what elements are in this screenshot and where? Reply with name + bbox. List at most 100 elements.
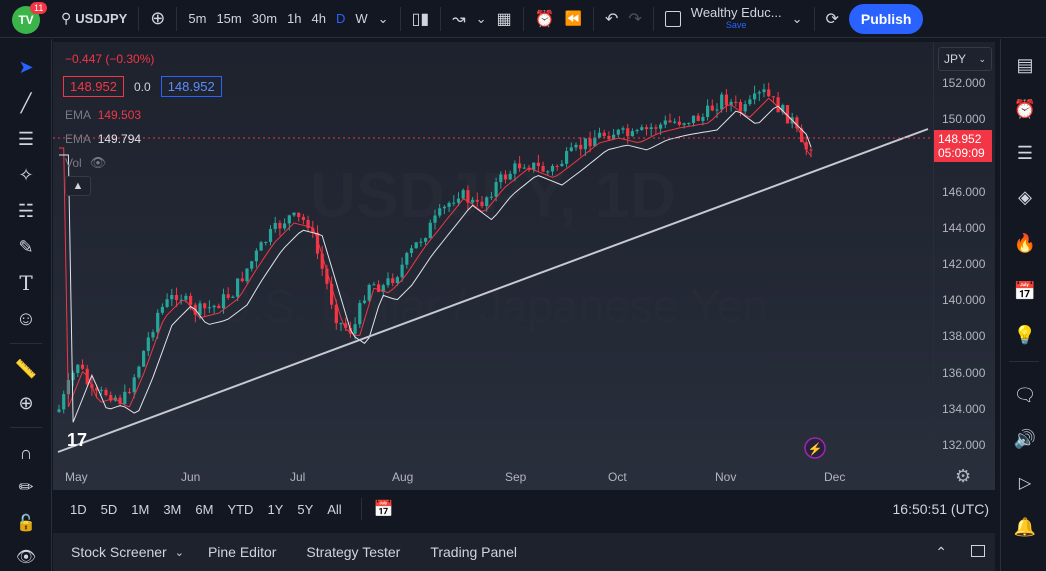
interval-dropdown[interactable]: ⌄ bbox=[373, 0, 394, 38]
utc-clock[interactable]: 16:50:51 (UTC) bbox=[892, 501, 989, 517]
notifications-button[interactable]: 🔔 bbox=[1011, 513, 1039, 541]
candle-body bbox=[503, 174, 508, 180]
candle-body bbox=[668, 120, 672, 123]
candle-body bbox=[395, 277, 399, 284]
candle-body bbox=[353, 324, 357, 334]
layout-button[interactable] bbox=[660, 0, 686, 38]
cursor-tool[interactable]: ➤ bbox=[12, 53, 40, 81]
pattern-tool[interactable]: ✧ bbox=[12, 161, 40, 189]
chart-type-button[interactable]: ▯▮ bbox=[407, 0, 435, 38]
bid-box[interactable]: 148.952 bbox=[63, 76, 124, 97]
data-window-button[interactable]: ☰ bbox=[1011, 139, 1039, 167]
maximize-panel-button[interactable] bbox=[971, 544, 985, 560]
interval-15m[interactable]: 15m bbox=[216, 11, 242, 26]
interval-w[interactable]: W bbox=[355, 11, 368, 26]
ideas-button[interactable]: 💡 bbox=[1011, 321, 1039, 349]
undo-button[interactable]: ↶ bbox=[600, 0, 623, 38]
candle-body bbox=[212, 305, 216, 308]
candle-body bbox=[62, 394, 66, 410]
time-label-dec: Dec bbox=[824, 470, 846, 484]
price-label: 132.000 bbox=[942, 438, 986, 452]
lock-drawings-tool[interactable]: 🔓 bbox=[12, 509, 40, 537]
symbol-search[interactable]: ⚲ USDJPY bbox=[56, 0, 132, 38]
interval-5m[interactable]: 5m bbox=[188, 11, 207, 26]
chart-settings-button[interactable]: ⚙ bbox=[955, 466, 971, 487]
magnet-tool[interactable]: ∩ bbox=[12, 439, 40, 467]
candle-body bbox=[710, 105, 714, 111]
price-label: 150.000 bbox=[942, 112, 986, 126]
interval-d[interactable]: D bbox=[335, 11, 346, 26]
candle-body bbox=[123, 391, 127, 404]
calendar-button[interactable]: 📅 bbox=[1011, 277, 1039, 305]
notifications-panel-button[interactable]: ▷ bbox=[1011, 469, 1039, 497]
text-tool[interactable]: T bbox=[12, 269, 40, 297]
quick-search-button[interactable]: ⟳ bbox=[821, 0, 844, 38]
templates-button[interactable]: ▦ bbox=[491, 0, 516, 38]
interval-4h[interactable]: 4h bbox=[311, 11, 326, 26]
range-1d[interactable]: 1D bbox=[70, 501, 87, 517]
object-tree-button[interactable]: ◈ bbox=[1011, 183, 1039, 211]
measure-tool[interactable]: 📏 bbox=[12, 355, 40, 383]
ema-slow-legend[interactable]: EMA 149.794 bbox=[65, 132, 141, 146]
tradingview-watermark-logo: 17 bbox=[67, 430, 87, 450]
indicators-button[interactable]: ↝ bbox=[447, 0, 470, 38]
stay-drawing-tool[interactable]: ✏ bbox=[12, 473, 40, 501]
candle-body bbox=[447, 203, 451, 207]
fib-tool[interactable]: ☰ bbox=[12, 125, 40, 153]
price-chart[interactable]: USDJPY, 1D U.S. Dollar / Japanese Yen 17… bbox=[53, 42, 933, 462]
candle-body bbox=[804, 142, 808, 150]
time-axis[interactable]: May Jun Jul Aug Sep Oct Nov Dec bbox=[53, 462, 933, 490]
range-all[interactable]: All bbox=[327, 501, 342, 517]
interval-1h[interactable]: 1h bbox=[287, 11, 302, 26]
candle-body bbox=[757, 92, 761, 94]
range-5d[interactable]: 5D bbox=[100, 501, 118, 517]
projection-tool[interactable]: ☵ bbox=[12, 197, 40, 225]
alert-button[interactable]: ⏰ bbox=[530, 0, 560, 38]
currency-select[interactable]: JPY ⌄ bbox=[938, 47, 992, 71]
zoom-tool[interactable]: ⊕ bbox=[12, 389, 40, 417]
candles-icon: ▯▮ bbox=[411, 10, 430, 28]
collapse-legend-button[interactable]: ▲ bbox=[65, 176, 91, 196]
go-to-date-button[interactable]: 📅 bbox=[374, 499, 394, 519]
lightning-icon[interactable] bbox=[804, 437, 826, 459]
chats-button[interactable]: 🗨 bbox=[1011, 381, 1039, 409]
watermark-description: U.S. Dollar / Japanese Yen bbox=[218, 280, 768, 332]
interval-30m[interactable]: 30m bbox=[251, 11, 278, 26]
time-label-aug: Aug bbox=[392, 470, 414, 484]
range-6m[interactable]: 6M bbox=[195, 501, 214, 517]
trendline-tool[interactable]: ╱ bbox=[12, 89, 40, 117]
broadcast-icon: 🔊 bbox=[1013, 428, 1037, 449]
hide-drawings-tool[interactable]: 👁 bbox=[12, 543, 40, 571]
ema-fast-legend[interactable]: EMA 149.503 bbox=[65, 108, 141, 122]
layout-name[interactable]: Wealthy Educ... Save bbox=[686, 0, 787, 38]
ask-box[interactable]: 148.952 bbox=[160, 76, 222, 97]
brush-tool[interactable]: ✎ bbox=[12, 233, 40, 261]
range-ytd[interactable]: YTD bbox=[227, 501, 254, 517]
icons-tool[interactable]: ☺ bbox=[12, 305, 40, 333]
tab-pine-editor[interactable]: Pine Editor bbox=[207, 544, 277, 560]
publish-button[interactable]: Publish bbox=[848, 3, 924, 34]
range-1m[interactable]: 1M bbox=[131, 501, 150, 517]
tab-strategy-tester[interactable]: Strategy Tester bbox=[306, 544, 401, 560]
watchlist-button[interactable]: ▤ bbox=[1011, 51, 1039, 79]
alerts-button[interactable]: ⏰ bbox=[1011, 95, 1039, 123]
chart-pane[interactable]: USDJPY, 1D U.S. Dollar / Japanese Yen 17… bbox=[53, 42, 995, 490]
replay-button[interactable]: ⏪ bbox=[560, 0, 587, 38]
redo-button[interactable]: ↷ bbox=[623, 0, 646, 38]
layout-dropdown[interactable]: ⌄ bbox=[787, 0, 808, 38]
tab-trading-panel[interactable]: Trading Panel bbox=[430, 544, 517, 560]
range-5y[interactable]: 5Y bbox=[297, 501, 314, 517]
streams-button[interactable]: 🔊 bbox=[1011, 425, 1039, 453]
compare-add-button[interactable]: ⊕ bbox=[145, 0, 170, 38]
tab-stock-screener[interactable]: Stock Screener ⌄ bbox=[71, 544, 184, 560]
range-3m[interactable]: 3M bbox=[163, 501, 182, 517]
candle-body bbox=[419, 241, 423, 243]
eye-hidden-icon[interactable]: 👁 bbox=[89, 155, 107, 170]
range-1y[interactable]: 1Y bbox=[267, 501, 284, 517]
volume-legend[interactable]: Vol 👁 bbox=[65, 155, 106, 171]
indicators-dropdown[interactable]: ⌄ bbox=[471, 0, 492, 38]
price-axis[interactable]: JPY ⌄ 152.000150.000148.000146.000144.00… bbox=[933, 42, 995, 462]
expand-panel-button[interactable]: ⌃ bbox=[935, 544, 947, 561]
trendline-drawing[interactable] bbox=[57, 128, 929, 453]
hotlists-button[interactable]: 🔥 bbox=[1011, 229, 1039, 257]
